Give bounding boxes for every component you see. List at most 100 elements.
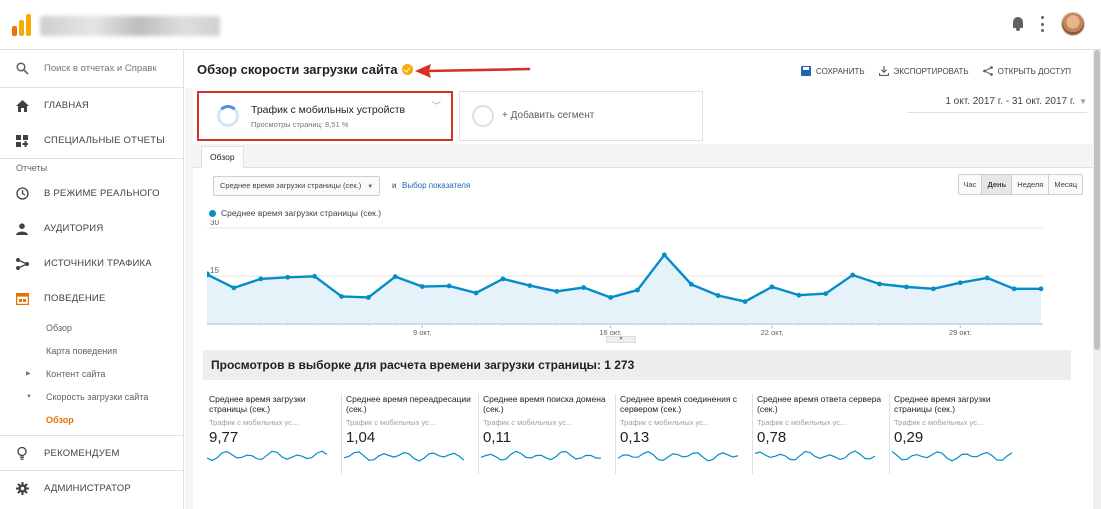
sidebar-subitem-behavior-flow[interactable]: Карта поведения — [46, 345, 118, 356]
chart-resize-handle[interactable]: ▼ — [606, 336, 636, 343]
sidebar-item-discover[interactable]: РЕКОМЕНДУЕМ — [0, 435, 183, 470]
data-point — [742, 299, 748, 304]
notifications-bell-icon[interactable] — [1011, 16, 1025, 32]
sidebar-subitem-behavior-overview[interactable]: Обзор — [46, 322, 72, 333]
home-icon — [0, 99, 44, 112]
save-label: СОХРАНИТЬ — [815, 66, 865, 76]
download-icon — [878, 66, 889, 76]
data-point — [473, 290, 479, 296]
main-content: Обзор скорости загрузки сайта СОХРАНИТЬ … — [185, 50, 1101, 509]
sidebar-item-home[interactable]: ГЛАВНАЯ — [0, 88, 183, 123]
sparkline — [618, 450, 738, 462]
metric-card-value: 0,29 — [894, 429, 924, 446]
analytics-logo-icon[interactable] — [12, 14, 34, 36]
sidebar-item-realtime[interactable]: В РЕЖИМЕ РЕАЛЬНОГО — [0, 176, 183, 211]
segment-bar: Трафик с мобильных устройств Просмотры с… — [193, 88, 1093, 144]
add-segment-button[interactable]: + Добавить сегмент — [459, 91, 703, 141]
share-button[interactable]: ОТКРЫТЬ ДОСТУП — [982, 66, 1071, 76]
metric-card[interactable]: Среднее время поиска домена (сек.) Трафик… — [479, 394, 616, 474]
data-point — [1011, 286, 1017, 292]
data-point — [796, 292, 802, 298]
metric-card-value: 0,11 — [483, 429, 512, 446]
expand-arrow-icon: ▶ — [26, 371, 31, 377]
sidebar-subitem-label: Скорость загрузки сайта — [46, 391, 149, 402]
search-input[interactable]: Поиск в отчетах и Справк — [44, 63, 157, 74]
data-point — [1038, 286, 1044, 292]
granularity-month-button[interactable]: Месяц — [1048, 175, 1082, 194]
sidebar-item-label: СПЕЦИАЛЬНЫЕ ОТЧЕТЫ — [44, 135, 165, 146]
scrollbar-thumb[interactable] — [1094, 50, 1100, 350]
sidebar-item-custom-reports[interactable]: СПЕЦИАЛЬНЫЕ ОТЧЕТЫ — [0, 123, 183, 158]
chart-legend: Среднее время загрузки страницы (сек.) — [209, 208, 381, 218]
metric-card-value: 9,77 — [209, 429, 239, 446]
page-title: Обзор скорости загрузки сайта — [197, 62, 413, 77]
avatar[interactable] — [1061, 12, 1085, 36]
report-panel: Среднее время загрузки страницы (сек.) ▼ … — [193, 168, 1093, 509]
export-button[interactable]: ЭКСПОРТИРОВАТЬ — [878, 66, 969, 76]
sidebar-item-audience[interactable]: АУДИТОРИЯ — [0, 211, 183, 246]
share-label: ОТКРЫТЬ ДОСТУП — [997, 66, 1071, 76]
metric-card[interactable]: Среднее время загрузки страницы (сек.) Тр… — [890, 394, 1027, 474]
metric-card-name: Среднее время ответа сервера (сек.) — [757, 394, 882, 414]
sample-heading: Просмотров в выборке для расчета времени… — [211, 358, 635, 372]
sidebar-subitem-site-content[interactable]: ▶ Контент сайта — [0, 362, 183, 385]
granularity-hour-button[interactable]: Час — [963, 180, 977, 189]
metric-card-segment: Трафик с мобильных ус... — [894, 418, 984, 427]
chevron-down-icon[interactable]: ﹀ — [431, 101, 441, 111]
metric-select[interactable]: Среднее время загрузки страницы (сек.) ▼ — [213, 176, 381, 196]
metric-card-name: Среднее время поиска домена (сек.) — [483, 394, 606, 414]
divider — [907, 112, 1087, 113]
metric-card[interactable]: Среднее время переадресации (сек.) Трафик… — [342, 394, 479, 474]
sidebar-item-behavior[interactable]: ПОВЕДЕНИЕ — [0, 281, 183, 316]
data-point — [769, 284, 775, 290]
sidebar-item-label: АДМИНИСТРАТОР — [44, 482, 131, 494]
sidebar-item-label: ПОВЕДЕНИЕ — [44, 293, 106, 304]
granularity-week-button[interactable]: Неделя — [1011, 175, 1048, 194]
clock-icon — [0, 187, 44, 200]
sparkline — [481, 450, 601, 461]
data-point — [527, 283, 533, 288]
sidebar-item-label: АУДИТОРИЯ — [44, 223, 104, 234]
sparkline-path — [481, 450, 601, 461]
data-point — [500, 276, 506, 282]
segment-mobile-traffic[interactable]: Трафик с мобильных устройств Просмотры с… — [197, 91, 453, 141]
metric-card[interactable]: Среднее время соединения с сервером (сек… — [616, 394, 753, 474]
sidebar: Поиск в отчетах и Справк ГЛАВНАЯ СПЕЦИАЛ… — [0, 50, 184, 509]
sidebar-subitem-site-speed[interactable]: ▼ Скорость загрузки сайта — [0, 385, 183, 408]
granularity-day-button[interactable]: День — [981, 175, 1012, 194]
segment-subtitle: Просмотры страниц: 8,51 % — [251, 120, 349, 129]
sparkline-path — [207, 450, 327, 462]
data-point — [554, 288, 560, 294]
metric-card-name: Среднее время переадресации (сек.) — [346, 394, 471, 414]
account-selector[interactable] — [40, 16, 220, 36]
chevron-down-icon: ▼ — [1079, 97, 1087, 106]
sidebar-item-acquisition[interactable]: ИСТОЧНИКИ ТРАФИКА — [0, 246, 183, 281]
metric-card-value: 0,13 — [620, 429, 650, 446]
share-icon — [982, 66, 993, 76]
annotation-arrow-icon — [415, 64, 531, 78]
tab-overview[interactable]: Обзор — [201, 146, 244, 169]
sidebar-item-admin[interactable]: АДМИНИСТРАТОР — [0, 470, 183, 505]
select-metric-link[interactable]: Выбор показателя — [402, 181, 471, 190]
chart-area — [207, 254, 1041, 324]
page-scrollbar[interactable] — [1093, 50, 1101, 509]
data-point — [904, 284, 909, 290]
data-point — [957, 280, 963, 286]
metric-card-name: Среднее время соединения с сервером (сек… — [620, 394, 738, 414]
metric-card-value: 0,78 — [757, 429, 787, 446]
sidebar-search[interactable]: Поиск в отчетах и Справк — [0, 50, 183, 88]
sparkline-path — [892, 450, 1012, 462]
sparkline-path — [344, 451, 464, 462]
metric-card[interactable]: Среднее время ответа сервера (сек.) Трафи… — [753, 394, 890, 474]
more-options-icon[interactable] — [1041, 16, 1045, 32]
sidebar-subitem-speed-overview[interactable]: Обзор — [46, 414, 74, 425]
sidebar-item-label: ГЛАВНАЯ — [44, 100, 89, 111]
metric-card[interactable]: Среднее время загрузки страницы (сек.) Тр… — [205, 394, 342, 474]
date-range-picker[interactable]: 1 окт. 2017 г. - 31 окт. 2017 г. ▼ — [945, 96, 1087, 107]
save-button[interactable]: СОХРАНИТЬ — [800, 66, 865, 76]
data-point — [258, 276, 264, 282]
segment-pie-icon — [217, 105, 239, 127]
lightbulb-icon — [0, 446, 44, 460]
metric-card-segment: Трафик с мобильных ус... — [209, 418, 299, 427]
gear-icon — [0, 481, 44, 495]
